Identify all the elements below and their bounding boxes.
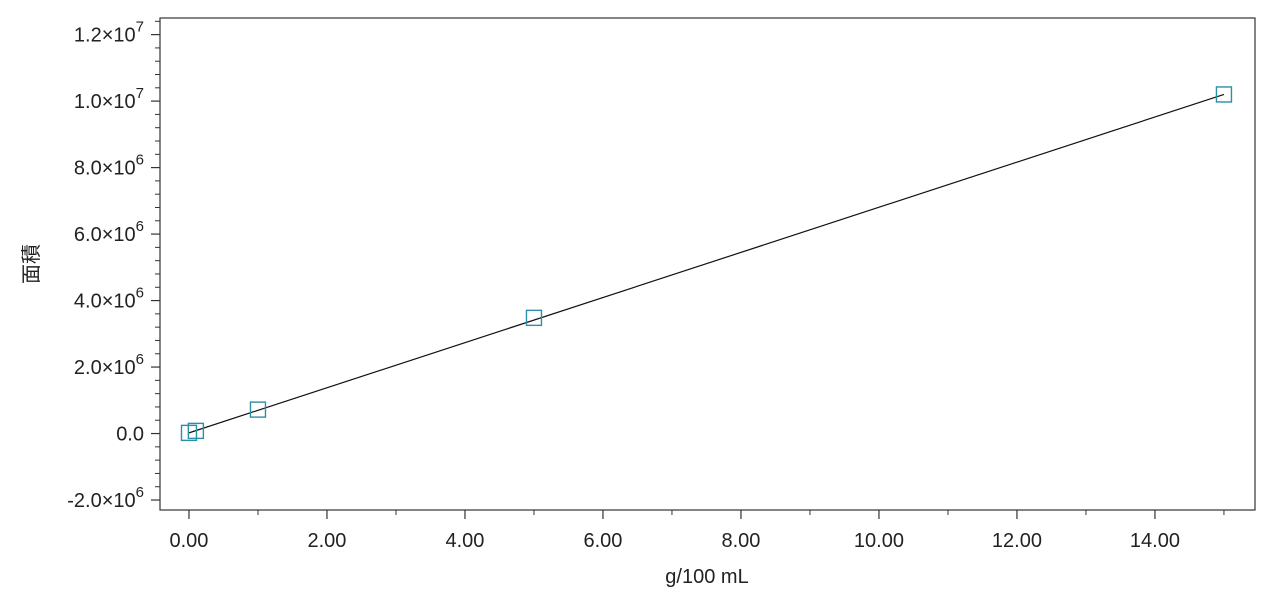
y-tick-label: 8.0×106 — [74, 152, 144, 180]
x-tick-label: 0.00 — [170, 530, 209, 552]
y-tick-label: 1.0×107 — [74, 85, 144, 113]
data-point — [525, 309, 543, 327]
fit-line — [188, 93, 1225, 434]
x-tick-label: 8.00 — [721, 530, 760, 552]
y-tick-label: 4.0×106 — [74, 285, 144, 313]
plot-frame — [159, 17, 1256, 511]
y-axis-label: 面積 — [20, 244, 43, 284]
x-tick-label: 2.00 — [308, 530, 347, 552]
y-tick-label: 6.0×106 — [74, 218, 144, 246]
tick-labels: -2.0×106 0.0 2.0×106 4.0×106 6.0×106 8.0×106 1… — [67, 19, 1180, 552]
x-tick-label: 6.00 — [583, 530, 622, 552]
y-tick-label: 0.0 — [116, 424, 144, 446]
y-tick-label: 1.2×107 — [74, 19, 144, 47]
y-tick-label: 2.0×106 — [74, 351, 144, 379]
data-points — [180, 86, 1233, 442]
x-tick-label: 10.00 — [854, 530, 904, 552]
data-point — [187, 422, 205, 440]
data-point — [249, 401, 267, 418]
data-point — [1215, 86, 1233, 103]
x-axis-label: g/100 mL — [665, 566, 748, 588]
x-tick-label: 4.00 — [446, 530, 485, 552]
y-tick-label: -2.0×106 — [67, 484, 144, 512]
axis-ticks — [151, 20, 1225, 519]
x-tick-label: 12.00 — [992, 530, 1042, 552]
x-tick-label: 14.00 — [1130, 530, 1180, 552]
fit-line-group — [188, 93, 1225, 434]
